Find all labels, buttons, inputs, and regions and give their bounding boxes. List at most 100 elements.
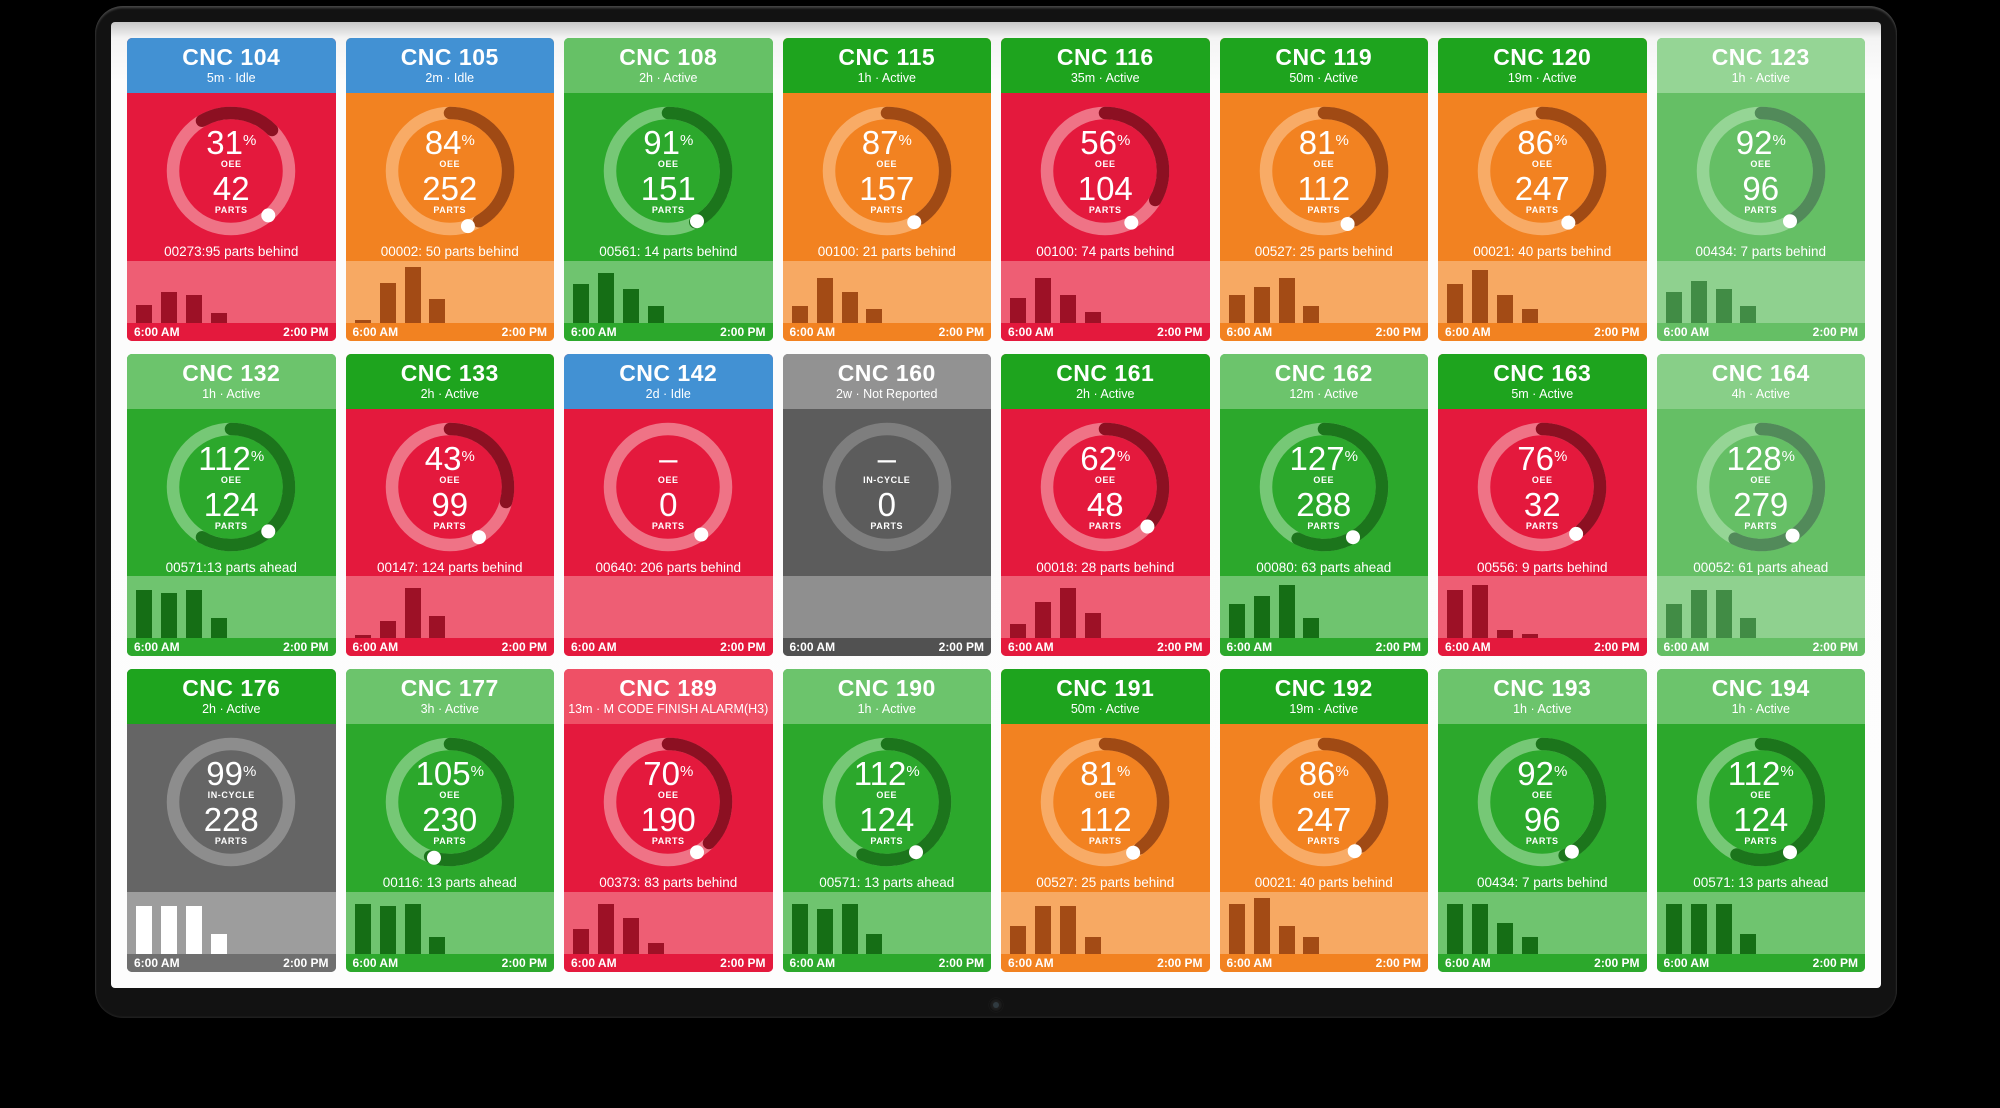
- metric-label: OEE: [1313, 474, 1335, 485]
- machine-tile[interactable]: CNC 108 2h · Active 91% OEE 151 PARTS 00…: [564, 38, 773, 341]
- gauge-text: 105% OEE 230 PARTS: [377, 729, 523, 875]
- chart-bar-slot: [862, 892, 887, 954]
- machine-tile[interactable]: CNC 142 2d · Idle – OEE 0 PARTS 00640: 2…: [564, 353, 773, 657]
- chart-bar: [647, 305, 664, 323]
- machine-tile[interactable]: CNC 163 5m · Active 76% OEE 32 PARTS 005…: [1438, 353, 1647, 657]
- machine-tile[interactable]: CNC 161 2h · Active 62% OEE 48 PARTS 000…: [1001, 353, 1210, 657]
- gauge-ring: [822, 422, 951, 551]
- machine-tile[interactable]: CNC 164 4h · Active 128% OEE 279 PARTS 0…: [1656, 353, 1865, 657]
- tile-body: 56% OEE 104 PARTS 00100: 74 parts behind: [1001, 93, 1210, 261]
- machine-name: CNC 133: [400, 359, 499, 386]
- tile-body: 127% OEE 288 PARTS 00080: 63 parts ahead: [1220, 409, 1429, 577]
- machine-tile[interactable]: CNC 119 50m · Active 81% OEE 112 PARTS 0…: [1219, 38, 1428, 341]
- gauge-ring: [1478, 422, 1607, 551]
- machine-tile[interactable]: CNC 189 13m · M CODE FINISH ALARM(H3) 70…: [564, 669, 773, 972]
- chart-bar-slot: [132, 261, 157, 323]
- machine-tile[interactable]: CNC 162 12m · Active 127% OEE 288 PARTS …: [1219, 353, 1429, 657]
- chart-bar: [136, 590, 153, 639]
- chart-bar-slot: [887, 576, 912, 638]
- parts-count: 96: [1523, 801, 1561, 839]
- chart-bar: [1521, 936, 1538, 954]
- machine-tile[interactable]: CNC 191 50m · Active 81% OEE 112 PARTS 0…: [1001, 669, 1210, 972]
- shift-end-time: 2:00 PM: [1812, 640, 1858, 655]
- hourly-production-chart: [1438, 260, 1647, 323]
- machine-tile[interactable]: CNC 193 1h · Active 92% OEE 96 PARTS 004…: [1438, 669, 1647, 972]
- oee-value: 92%: [1517, 755, 1568, 793]
- machine-tile[interactable]: CNC 177 3h · Active 105% OEE 230 PARTS 0…: [345, 669, 554, 972]
- chart-bar-slot: [1517, 892, 1542, 954]
- machine-tile[interactable]: CNC 115 1h · Active 87% OEE 157 PARTS 00…: [782, 38, 991, 341]
- gauge-text: – IN-CYCLE 0 PARTS: [814, 414, 960, 560]
- oee-gauge: 127% OEE 288 PARTS: [1251, 414, 1397, 560]
- parts-count: 247: [1514, 170, 1570, 207]
- machine-tile[interactable]: CNC 104 5m · Idle 31% OEE 42 PARTS 00273…: [127, 38, 336, 341]
- chart-bar: [354, 635, 371, 639]
- metric-label: IN-CYCLE: [863, 474, 911, 485]
- machine-tile[interactable]: CNC 160 2w · Not Reported – IN-CYCLE 0 P…: [782, 353, 991, 657]
- machine-tile[interactable]: CNC 133 2h · Active 43% OEE 99 PARTS 001…: [345, 353, 554, 657]
- machine-tile[interactable]: CNC 194 1h · Active 112% OEE 124 PARTS 0…: [1656, 669, 1865, 972]
- hourly-production-chart: [564, 260, 773, 323]
- parts-count: 0: [659, 485, 678, 523]
- chart-bar: [429, 298, 446, 323]
- chart-bar-slot: [1056, 892, 1081, 954]
- oee-value: 43%: [424, 439, 475, 477]
- oee-value: 81%: [1298, 124, 1349, 161]
- chart-bar: [1690, 903, 1707, 954]
- machine-status: 1h · Active: [857, 702, 916, 717]
- metric-label: OEE: [439, 159, 461, 169]
- machine-name: CNC 190: [837, 675, 936, 702]
- shift-start-time: 6:00 AM: [789, 324, 836, 339]
- parts-count: 157: [859, 170, 915, 207]
- oee-value: 81%: [1080, 755, 1131, 793]
- chart-bar-slot: [837, 576, 862, 638]
- chart-bar: [1010, 925, 1027, 954]
- tile-footer: 6:00 AM 2:00 PM: [1438, 322, 1647, 341]
- shift-start-time: 6:00 AM: [1226, 640, 1273, 655]
- metric-label: OEE: [1531, 790, 1553, 801]
- chart-bar-slot: [936, 892, 961, 954]
- chart-bar-slot: [1105, 261, 1130, 323]
- gauge-ring: [604, 738, 733, 867]
- machine-tile[interactable]: CNC 116 35m · Active 56% OEE 104 PARTS 0…: [1001, 38, 1210, 341]
- chart-bar-slot: [400, 892, 425, 954]
- machine-tile[interactable]: CNC 105 2m · Idle 84% OEE 252 PARTS 0000…: [345, 38, 554, 341]
- chart-bar-slot: [157, 576, 182, 639]
- machine-status: 19m · Active: [1289, 702, 1359, 717]
- chart-bar-slot: [812, 261, 837, 323]
- chart-bar: [136, 905, 153, 954]
- machine-tile[interactable]: CNC 123 1h · Active 92% OEE 96 PARTS 004…: [1656, 38, 1865, 341]
- parts-label: PARTS: [651, 836, 685, 847]
- tile-footer: 6:00 AM 2:00 PM: [1001, 322, 1210, 341]
- machine-status: 1h · Active: [202, 386, 261, 401]
- machine-tile[interactable]: CNC 192 19m · Active 86% OEE 247 PARTS 0…: [1219, 669, 1428, 972]
- chart-bar-slot: [206, 576, 231, 639]
- chart-bar: [866, 933, 883, 954]
- machine-tile[interactable]: CNC 176 2h · Active 99% IN-CYCLE 228 PAR…: [127, 669, 336, 972]
- chart-bar-slot: [1662, 892, 1687, 954]
- machine-tile[interactable]: CNC 120 19m · Active 86% OEE 247 PARTS 0…: [1438, 38, 1647, 341]
- chart-bar-slot: [912, 261, 937, 323]
- machine-tile[interactable]: CNC 190 1h · Active 112% OEE 124 PARTS 0…: [782, 669, 991, 972]
- chart-bar-slot: [450, 261, 475, 323]
- chart-bar: [1228, 294, 1245, 323]
- metric-label: OEE: [1531, 474, 1553, 485]
- machine-tile[interactable]: CNC 132 1h · Active 112% OEE 124 PARTS 0…: [127, 353, 336, 657]
- tile-header: CNC 163 5m · Active: [1438, 353, 1647, 409]
- parts-delta-note: 00116: 13 parts ahead: [382, 875, 517, 891]
- chart-bar-slot: [1617, 576, 1642, 638]
- tile-footer: 6:00 AM 2:00 PM: [1219, 638, 1428, 657]
- shift-end-time: 2:00 PM: [938, 640, 984, 655]
- chart-bar-slot: [936, 576, 961, 638]
- parts-label: PARTS: [1088, 836, 1122, 847]
- chart-bar: [791, 305, 808, 323]
- chart-bar-slot: [1080, 576, 1105, 639]
- chart-bar: [161, 905, 178, 954]
- hourly-production-chart: [1001, 576, 1210, 639]
- chart-bar-slot: [1468, 261, 1493, 323]
- chart-bar-slot: [1373, 892, 1398, 954]
- oee-value: 84%: [424, 124, 475, 161]
- shift-end-time: 2:00 PM: [1594, 640, 1640, 655]
- shift-start-time: 6:00 AM: [1445, 955, 1491, 970]
- chart-bar-slot: [1006, 892, 1031, 954]
